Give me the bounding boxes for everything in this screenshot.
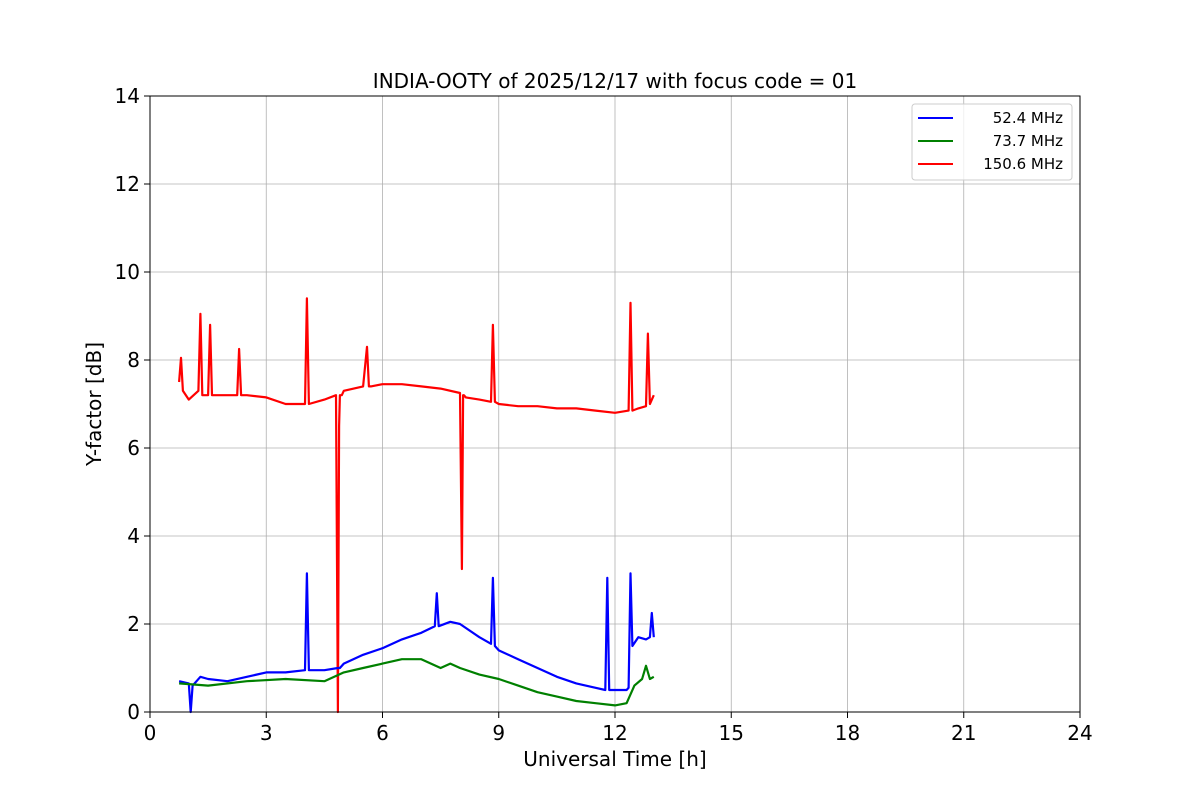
x-tick-label: 9 [492,721,505,745]
y-tick-label: 6 [127,436,140,460]
chart-title: INDIA-OOTY of 2025/12/17 with focus code… [373,69,857,93]
y-tick-label: 8 [127,348,140,372]
y-tick-label: 12 [115,172,140,196]
series-line-2 [178,297,655,714]
legend: 52.4 MHz 73.7 MHz 150.6 MHz [911,103,1073,181]
x-tick-label: 21 [951,721,976,745]
x-tick-label: 3 [260,721,273,745]
x-tick-label: 6 [376,721,389,745]
legend-box [911,103,1073,181]
y-tick-label: 0 [127,700,140,724]
series-line-0 [178,572,655,714]
legend-label-2: 150.6 MHz [983,155,1063,173]
x-tick-label: 15 [719,721,744,745]
legend-label-1: 73.7 MHz [993,132,1063,150]
series-layer [178,297,655,714]
y-tick-label: 4 [127,524,140,548]
x-axis-label: Universal Time [h] [523,747,706,771]
x-tick-label: 12 [602,721,627,745]
x-tick-label: 24 [1067,721,1092,745]
y-tick-label: 14 [115,84,140,108]
x-tick-label: 18 [835,721,860,745]
y-axis-label: Y-factor [dB] [82,342,106,467]
y-tick-label: 2 [127,612,140,636]
x-tick-label: 0 [144,721,157,745]
series-line-1 [179,658,655,707]
y-tick-label: 10 [115,260,140,284]
legend-label-0: 52.4 MHz [993,109,1063,127]
